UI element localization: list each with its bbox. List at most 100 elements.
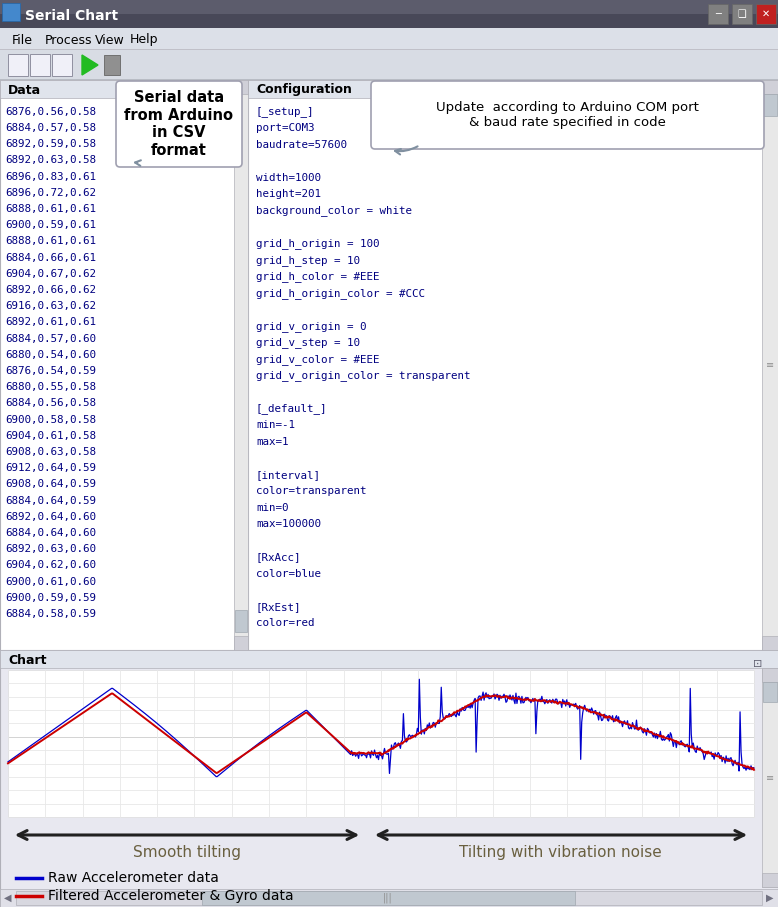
- Text: 6904,0.62,0.60: 6904,0.62,0.60: [5, 561, 96, 571]
- Text: 6892,0.64,0.60: 6892,0.64,0.60: [5, 512, 96, 522]
- Bar: [762, 80, 778, 650]
- Bar: [0, 650, 778, 907]
- Bar: [248, 80, 778, 98]
- Text: 6880,0.55,0.58: 6880,0.55,0.58: [5, 382, 96, 392]
- Text: View: View: [95, 34, 124, 46]
- Text: 6896,0.83,0.61: 6896,0.83,0.61: [5, 171, 96, 181]
- Bar: [0, 49, 778, 50]
- Bar: [16, 891, 762, 905]
- Text: grid_v_step = 10: grid_v_step = 10: [256, 337, 360, 348]
- Text: 6908,0.63,0.58: 6908,0.63,0.58: [5, 447, 96, 457]
- Bar: [30, 54, 50, 76]
- Text: grid_h_step = 10: grid_h_step = 10: [256, 255, 360, 266]
- FancyBboxPatch shape: [116, 81, 242, 167]
- Bar: [756, 4, 776, 24]
- Text: [_setup_]: [_setup_]: [256, 106, 314, 117]
- Text: 6884,0.64,0.59: 6884,0.64,0.59: [5, 495, 96, 505]
- Text: Help: Help: [130, 34, 159, 46]
- Text: 6892,0.59,0.58: 6892,0.59,0.58: [5, 139, 96, 149]
- Bar: [0, 79, 778, 80]
- Text: 6884,0.66,0.61: 6884,0.66,0.61: [5, 252, 96, 262]
- Bar: [762, 873, 778, 887]
- Text: ❑: ❑: [738, 9, 746, 19]
- Text: |||: |||: [383, 892, 393, 903]
- Text: grid_v_origin = 0: grid_v_origin = 0: [256, 321, 366, 332]
- Text: color=red: color=red: [256, 619, 314, 629]
- Text: Data: Data: [8, 83, 41, 96]
- Bar: [0, 80, 248, 98]
- Bar: [0, 80, 248, 650]
- Text: background_color = white: background_color = white: [256, 206, 412, 217]
- Bar: [763, 682, 777, 702]
- Text: 6876,0.54,0.59: 6876,0.54,0.59: [5, 366, 96, 375]
- Bar: [762, 668, 778, 682]
- Text: Serial data
from Arduino
in CSV
format: Serial data from Arduino in CSV format: [124, 91, 233, 158]
- Text: 6884,0.57,0.58: 6884,0.57,0.58: [5, 123, 96, 133]
- Text: 6888,0.61,0.61: 6888,0.61,0.61: [5, 204, 96, 214]
- Text: ─: ─: [715, 9, 721, 19]
- Text: grid_h_color = #EEE: grid_h_color = #EEE: [256, 271, 380, 282]
- FancyBboxPatch shape: [371, 81, 764, 149]
- Bar: [762, 80, 778, 94]
- Text: Configuration: Configuration: [256, 83, 352, 96]
- Text: ▶: ▶: [766, 893, 774, 903]
- Text: ⊡: ⊡: [753, 89, 762, 99]
- Text: height=201: height=201: [256, 190, 321, 200]
- Bar: [8, 54, 28, 76]
- Text: Update  according to Arduino COM port
& baud rate specified in code: Update according to Arduino COM port & b…: [436, 101, 699, 129]
- Bar: [708, 4, 728, 24]
- Text: 6908,0.64,0.59: 6908,0.64,0.59: [5, 479, 96, 489]
- Text: 6916,0.63,0.62: 6916,0.63,0.62: [5, 301, 96, 311]
- Text: 6884,0.64,0.60: 6884,0.64,0.60: [5, 528, 96, 538]
- Text: [interval]: [interval]: [256, 470, 321, 480]
- Bar: [104, 55, 120, 75]
- Text: 6888,0.61,0.61: 6888,0.61,0.61: [5, 237, 96, 247]
- Bar: [732, 4, 752, 24]
- Text: width=1000: width=1000: [256, 173, 321, 183]
- Text: ≡: ≡: [766, 360, 774, 370]
- Text: ◀: ◀: [4, 893, 12, 903]
- Text: min=0: min=0: [256, 502, 289, 512]
- Text: 6900,0.59,0.61: 6900,0.59,0.61: [5, 220, 96, 230]
- Text: 6884,0.56,0.58: 6884,0.56,0.58: [5, 398, 96, 408]
- Text: max=100000: max=100000: [256, 520, 321, 530]
- Polygon shape: [82, 55, 98, 75]
- Bar: [762, 668, 778, 887]
- Text: Process: Process: [45, 34, 93, 46]
- Text: [_default_]: [_default_]: [256, 404, 328, 414]
- Text: ⊡: ⊡: [753, 659, 762, 669]
- Text: max=1: max=1: [256, 437, 289, 447]
- Bar: [234, 80, 248, 94]
- Text: ≡: ≡: [766, 773, 774, 783]
- Text: Chart: Chart: [8, 654, 47, 667]
- Bar: [0, 0, 778, 14]
- Text: Smooth tilting: Smooth tilting: [133, 845, 241, 861]
- Bar: [234, 636, 248, 650]
- Bar: [248, 80, 778, 650]
- Bar: [0, 650, 778, 668]
- Text: 6892,0.61,0.61: 6892,0.61,0.61: [5, 317, 96, 327]
- Text: grid_h_origin = 100: grid_h_origin = 100: [256, 239, 380, 249]
- Text: grid_h_origin_color = #CCC: grid_h_origin_color = #CCC: [256, 288, 425, 298]
- Bar: [202, 891, 575, 905]
- Text: min=-1: min=-1: [256, 421, 295, 431]
- Text: 6884,0.58,0.59: 6884,0.58,0.59: [5, 609, 96, 619]
- Text: Filtered Accelerometer & Gyro data: Filtered Accelerometer & Gyro data: [48, 889, 293, 903]
- Text: 6900,0.61,0.60: 6900,0.61,0.60: [5, 577, 96, 587]
- Bar: [0, 889, 778, 907]
- Bar: [234, 80, 248, 650]
- Text: 6904,0.61,0.58: 6904,0.61,0.58: [5, 431, 96, 441]
- Text: 6880,0.54,0.60: 6880,0.54,0.60: [5, 350, 96, 360]
- Text: grid_v_color = #EEE: grid_v_color = #EEE: [256, 354, 380, 365]
- Bar: [0, 80, 778, 650]
- Text: 6912,0.64,0.59: 6912,0.64,0.59: [5, 463, 96, 473]
- Text: 6900,0.59,0.59: 6900,0.59,0.59: [5, 592, 96, 603]
- Bar: [52, 54, 72, 76]
- Text: port=COM3: port=COM3: [256, 123, 314, 133]
- Bar: [0, 0, 778, 28]
- Text: [RxEst]: [RxEst]: [256, 602, 302, 612]
- Text: 6896,0.72,0.62: 6896,0.72,0.62: [5, 188, 96, 198]
- Bar: [2, 3, 20, 21]
- Text: 6876,0.56,0.58: 6876,0.56,0.58: [5, 107, 96, 117]
- Text: baudrate=57600: baudrate=57600: [256, 140, 347, 150]
